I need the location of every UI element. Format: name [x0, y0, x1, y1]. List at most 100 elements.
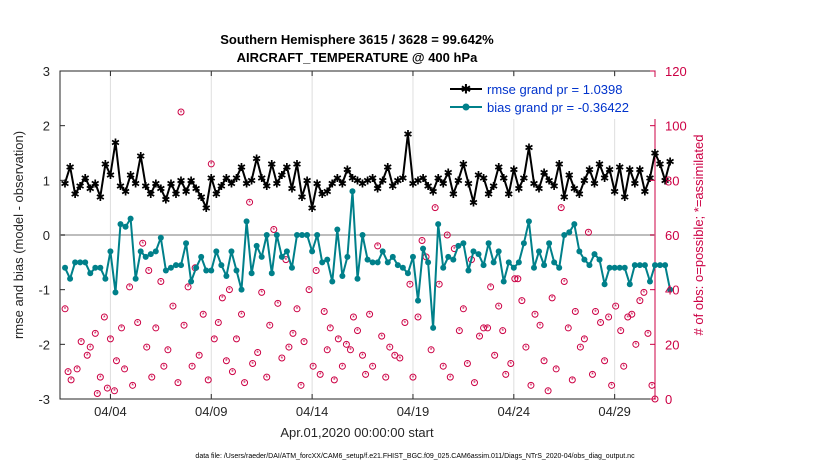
y-right-tick-label: 40	[665, 283, 679, 298]
obs-assimilated-marker: *	[147, 268, 150, 275]
bias-point	[646, 278, 653, 285]
obs-assimilated-marker: *	[497, 304, 500, 311]
obs-assimilated-marker: *	[96, 391, 99, 398]
obs-possible-marker	[93, 390, 101, 398]
obs-possible-marker	[174, 379, 182, 387]
rmse-point: ✱	[192, 184, 201, 196]
obs-assimilated-marker: *	[493, 353, 496, 360]
bias-point	[576, 248, 583, 255]
obs-assimilated-marker: *	[634, 342, 637, 349]
obs-possible-marker	[258, 288, 266, 296]
obs-assimilated-marker: *	[409, 282, 412, 289]
obs-possible-marker	[77, 338, 85, 346]
rmse-point: ✱	[363, 176, 372, 188]
grid-lines	[60, 71, 655, 399]
bias-point	[561, 232, 568, 238]
obs-assimilated-marker: *	[364, 372, 367, 379]
obs-assimilated-marker: *	[131, 383, 134, 390]
bias-point	[394, 262, 401, 269]
rmse-point: ✱	[297, 192, 306, 204]
bias-point	[374, 259, 381, 266]
rmse-point: ✱	[348, 173, 357, 185]
obs-possible-marker	[628, 310, 636, 318]
obs-possible-marker	[289, 329, 297, 337]
obs-assimilated-marker: *	[539, 323, 542, 330]
obs-assimilated-marker: *	[276, 301, 279, 308]
rmse-point: ✱	[484, 189, 493, 201]
bias-point	[470, 248, 477, 255]
obs-assimilated-marker: *	[607, 315, 610, 322]
obs-possible-marker	[112, 357, 120, 365]
obs-possible-marker	[293, 305, 301, 313]
obs-assimilated-marker: *	[177, 380, 180, 387]
obs-possible-marker	[61, 305, 69, 313]
bias-point	[147, 251, 154, 258]
obs-assimilated-marker: *	[207, 378, 210, 385]
obs-possible-marker	[342, 340, 350, 348]
obs-assimilated-marker: *	[213, 337, 216, 344]
y-tick-label: 3	[43, 64, 50, 79]
rmse-point: ✱	[539, 167, 548, 179]
obs-assimilated-marker: *	[380, 334, 383, 341]
chart-subtitle: AIRCRAFT_TEMPERATURE @ 400 hPa	[237, 50, 478, 65]
obs-assimilated-marker: *	[442, 364, 445, 371]
obs-possible-marker	[522, 343, 530, 351]
rmse-point: ✱	[368, 173, 377, 185]
rmse-point: ✱	[333, 173, 342, 185]
bias-point	[319, 259, 326, 266]
bias-point	[546, 240, 553, 247]
bias-point	[112, 289, 119, 296]
obs-assimilated-marker: *	[319, 372, 322, 379]
bias-point	[566, 229, 573, 236]
obs-possible-marker	[64, 368, 72, 376]
obs-possible-marker	[134, 318, 142, 326]
obs-possible-marker	[644, 329, 652, 337]
rmse-point: ✱	[378, 176, 387, 188]
rmse-point: ✱	[423, 181, 432, 193]
bias-point	[273, 232, 280, 238]
x-tick-label: 04/04	[94, 404, 127, 419]
obs-possible-marker	[369, 362, 377, 370]
rmse-point: ✱	[645, 173, 654, 185]
bias-point	[581, 256, 588, 263]
legend: ✱ rmse grand pr = 1.0398 bias grand pr =…	[442, 77, 660, 119]
obs-possible-marker	[495, 302, 503, 310]
rmse-point: ✱	[408, 178, 417, 190]
obs-assimilated-marker: *	[509, 361, 512, 368]
x-tick-label: 04/14	[296, 404, 329, 419]
rmse-point: ✱	[313, 178, 322, 190]
obs-possible-marker	[620, 362, 628, 370]
rmse-point: ✱	[504, 189, 513, 201]
obs-possible-marker	[106, 335, 114, 343]
y-tick-label: 0	[43, 228, 50, 243]
bias-point	[530, 264, 537, 271]
obs-possible-marker	[507, 359, 515, 367]
obs-assimilated-marker: *	[109, 337, 112, 344]
bias-point	[238, 286, 245, 293]
rmse-point: ✱	[666, 156, 675, 168]
obs-assimilated-marker: *	[159, 279, 162, 286]
obs-possible-marker	[228, 368, 236, 376]
rmse-point: ✱	[126, 170, 135, 182]
obs-assimilated-marker: *	[516, 277, 519, 284]
obs-possible-marker	[164, 346, 172, 354]
obs-possible-marker	[480, 324, 488, 332]
rmse-point: ✱	[605, 165, 614, 177]
obs-possible-marker	[564, 324, 572, 332]
obs-assimilated-marker: *	[647, 331, 650, 338]
bias-point	[102, 275, 109, 282]
y-right-tick-label: 100	[665, 119, 687, 134]
obs-possible-marker	[431, 204, 439, 212]
obs-possible-marker	[608, 381, 616, 389]
obs-assimilated-marker: *	[371, 364, 374, 371]
obs-possible-marker	[378, 332, 386, 340]
obs-possible-marker	[362, 370, 370, 378]
obs-assimilated-marker: *	[599, 320, 602, 327]
obs-assimilated-marker: *	[651, 383, 654, 390]
obs-assimilated-marker: *	[268, 323, 271, 330]
rmse-point: ✱	[555, 159, 564, 171]
chart-title: Southern Hemisphere 3615 / 3628 = 99.642…	[220, 32, 494, 47]
obs-assimilated-marker: *	[172, 304, 175, 311]
bias-point	[440, 264, 447, 271]
obs-assimilated-marker: *	[128, 285, 131, 292]
